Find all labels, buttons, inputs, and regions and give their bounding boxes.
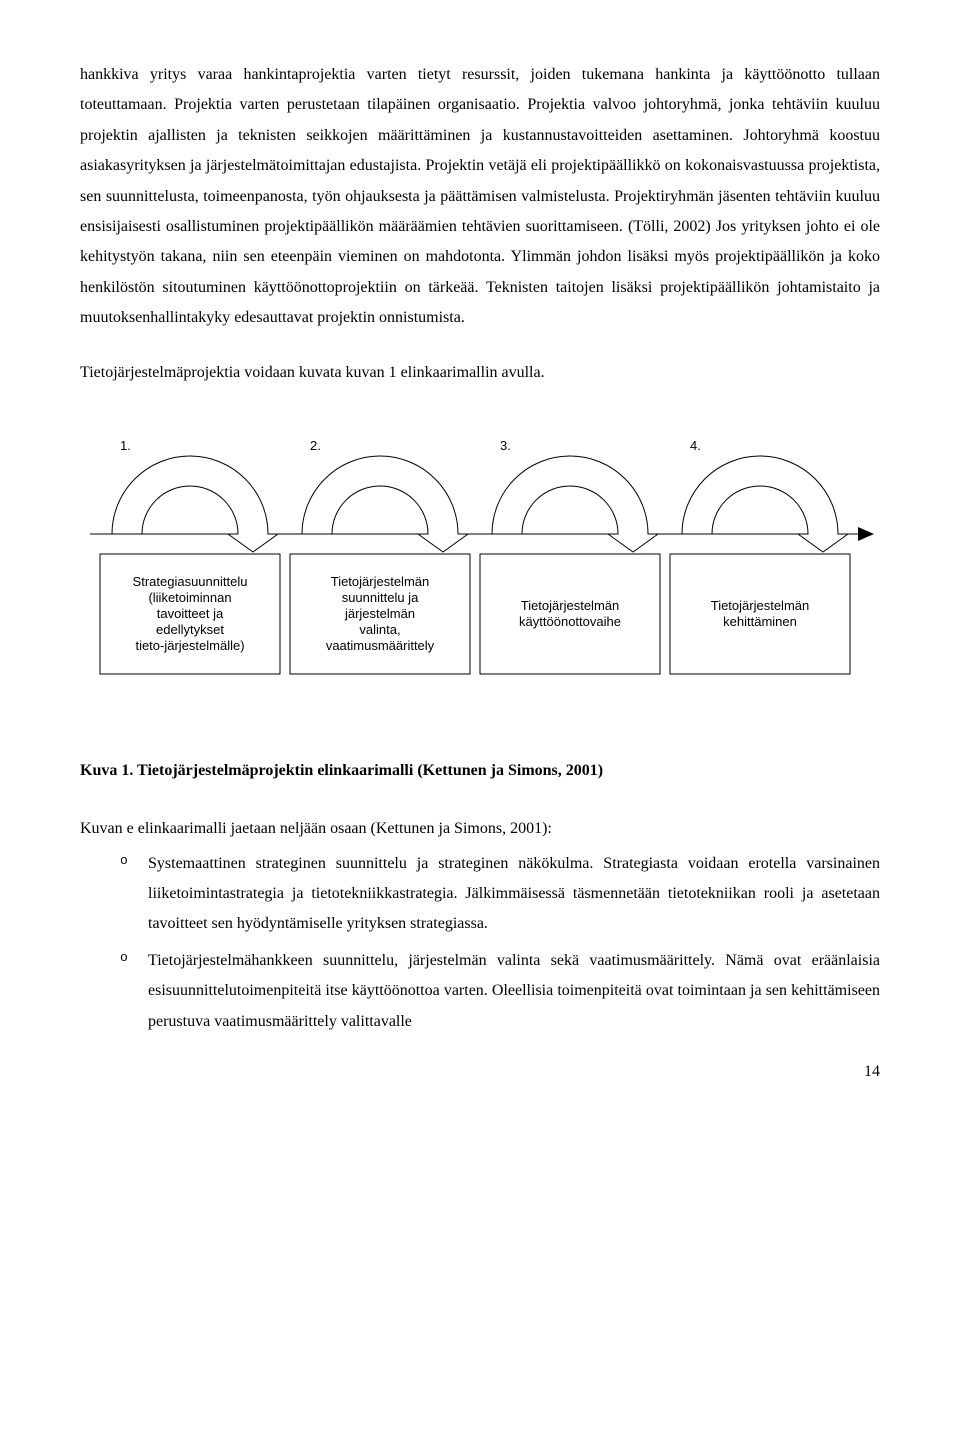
svg-text:2.: 2. — [310, 438, 321, 453]
svg-text:4.: 4. — [690, 438, 701, 453]
svg-text:vaatimusmäärittely: vaatimusmäärittely — [326, 638, 435, 653]
svg-text:tavoitteet ja: tavoitteet ja — [157, 606, 224, 621]
svg-text:(liiketoiminnan: (liiketoiminnan — [148, 590, 231, 605]
svg-text:Tietojärjestelmän: Tietojärjestelmän — [521, 598, 620, 613]
lifecycle-list: Systemaattinen strateginen suunnittelu j… — [80, 849, 880, 1037]
page-number: 14 — [80, 1057, 880, 1087]
paragraph-main: hankkiva yritys varaa hankintaprojektia … — [80, 60, 880, 334]
svg-text:valinta,: valinta, — [359, 622, 400, 637]
svg-text:käyttöönottovaihe: käyttöönottovaihe — [519, 614, 621, 629]
svg-text:3.: 3. — [500, 438, 511, 453]
svg-text:tieto-järjestelmälle): tieto-järjestelmälle) — [135, 638, 244, 653]
lifecycle-svg: 1. Strategiasuunnittelu(liiketoiminnantav… — [80, 416, 880, 716]
lifecycle-diagram: 1. Strategiasuunnittelu(liiketoiminnantav… — [80, 416, 880, 716]
svg-text:Strategiasuunnittelu: Strategiasuunnittelu — [133, 574, 248, 589]
figure-caption: Kuva 1. Tietojärjestelmäprojektin elinka… — [80, 756, 880, 786]
list-item: Systemaattinen strateginen suunnittelu j… — [120, 849, 880, 940]
svg-text:1.: 1. — [120, 438, 131, 453]
svg-text:suunnittelu ja: suunnittelu ja — [342, 590, 419, 605]
paragraph-figure-intro: Tietojärjestelmäprojektia voidaan kuvata… — [80, 358, 880, 388]
svg-text:Tietojärjestelmän: Tietojärjestelmän — [331, 574, 430, 589]
svg-text:järjestelmän: järjestelmän — [344, 606, 415, 621]
list-intro: Kuvan e elinkaarimalli jaetaan neljään o… — [80, 814, 880, 844]
svg-text:kehittäminen: kehittäminen — [723, 614, 797, 629]
svg-text:Tietojärjestelmän: Tietojärjestelmän — [711, 598, 810, 613]
svg-text:edellytykset: edellytykset — [156, 622, 224, 637]
list-item: Tietojärjestelmähankkeen suunnittelu, jä… — [120, 946, 880, 1037]
